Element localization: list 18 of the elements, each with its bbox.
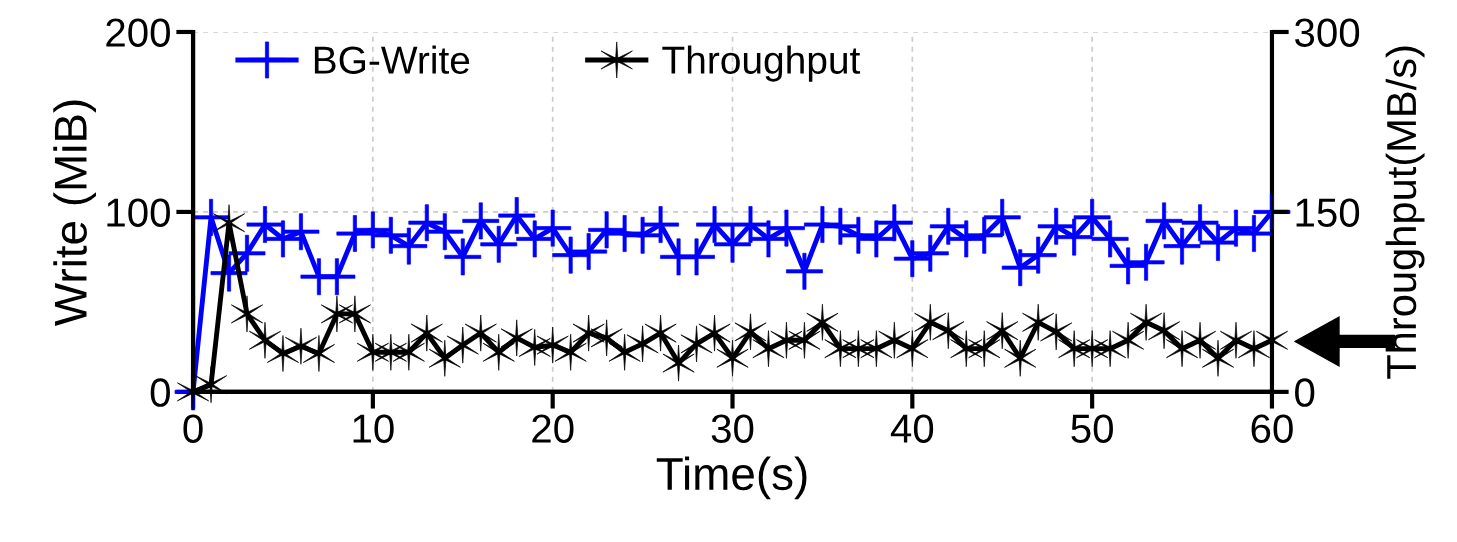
legend-label: Throughput <box>662 45 861 82</box>
y-tick-label: 100 <box>107 198 170 227</box>
y-axis-title: Write (MiB) <box>53 100 96 326</box>
x-tick-label: 30 <box>711 414 754 443</box>
x-tick-label: 50 <box>1071 414 1113 443</box>
x-tick-label: 40 <box>890 414 934 443</box>
x-tick-label: 0 <box>183 414 203 443</box>
y-tick-label: 200 <box>106 18 170 47</box>
y2-tick-label: 150 <box>1296 198 1360 227</box>
y-tick-label: 0 <box>150 378 170 407</box>
y2-tick-label: 0 <box>1295 378 1315 407</box>
x-axis-title: Time(s) <box>656 456 807 500</box>
x-tick-label: 20 <box>532 414 574 443</box>
x-tick-label: 60 <box>1251 414 1293 443</box>
y2-tick-label: 300 <box>1295 18 1360 47</box>
x-tick-label: 10 <box>353 414 394 443</box>
y2-axis-title: Throughput(MB/s) <box>1385 46 1425 379</box>
legend-label: BG-Write <box>314 45 470 74</box>
